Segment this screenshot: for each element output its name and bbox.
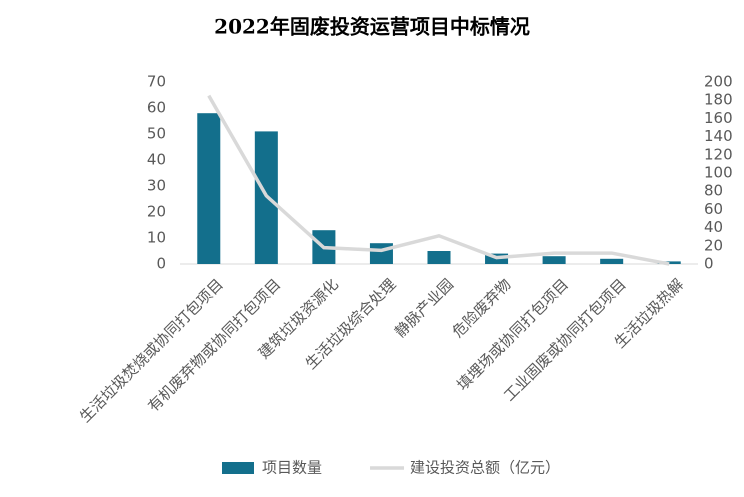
y-tick-label: 70 xyxy=(147,73,166,91)
y2-tick-label: 180 xyxy=(704,91,733,109)
y-tick-label: 0 xyxy=(156,255,166,273)
chart-title: 2022年固废投资运营项目中标情况 xyxy=(214,15,530,39)
legend-label: 建设投资总额（亿元） xyxy=(410,459,560,477)
line xyxy=(207,94,670,266)
y2-tick-label: 100 xyxy=(704,164,733,182)
y2-tick-label: 40 xyxy=(704,218,723,236)
bar xyxy=(197,113,221,264)
y-tick-label: 60 xyxy=(147,99,166,117)
y2-tick-label: 160 xyxy=(704,109,733,127)
legend-swatch xyxy=(222,462,254,474)
y2-tick-label: 80 xyxy=(704,182,723,200)
bar xyxy=(542,256,566,264)
y2-tick-label: 200 xyxy=(704,73,733,91)
bar xyxy=(427,251,451,264)
y-tick-label: 10 xyxy=(147,229,166,247)
x-tick-label: 静脉产业园 xyxy=(391,275,457,341)
y2-tick-label: 120 xyxy=(704,145,733,163)
legend-label: 项目数量 xyxy=(262,459,322,477)
y-tick-label: 40 xyxy=(147,151,166,169)
x-tick-label: 填埋场或协同打包项目 xyxy=(453,275,572,394)
y2-tick-label: 140 xyxy=(704,127,733,145)
bar xyxy=(369,243,393,264)
y-tick-label: 20 xyxy=(147,203,166,221)
y2-tick-label: 60 xyxy=(704,200,723,218)
y-tick-label: 50 xyxy=(147,125,166,143)
bar xyxy=(600,258,624,264)
y2-tick-label: 20 xyxy=(704,236,723,254)
y2-tick-label: 0 xyxy=(704,255,714,273)
y-tick-label: 30 xyxy=(147,177,166,195)
